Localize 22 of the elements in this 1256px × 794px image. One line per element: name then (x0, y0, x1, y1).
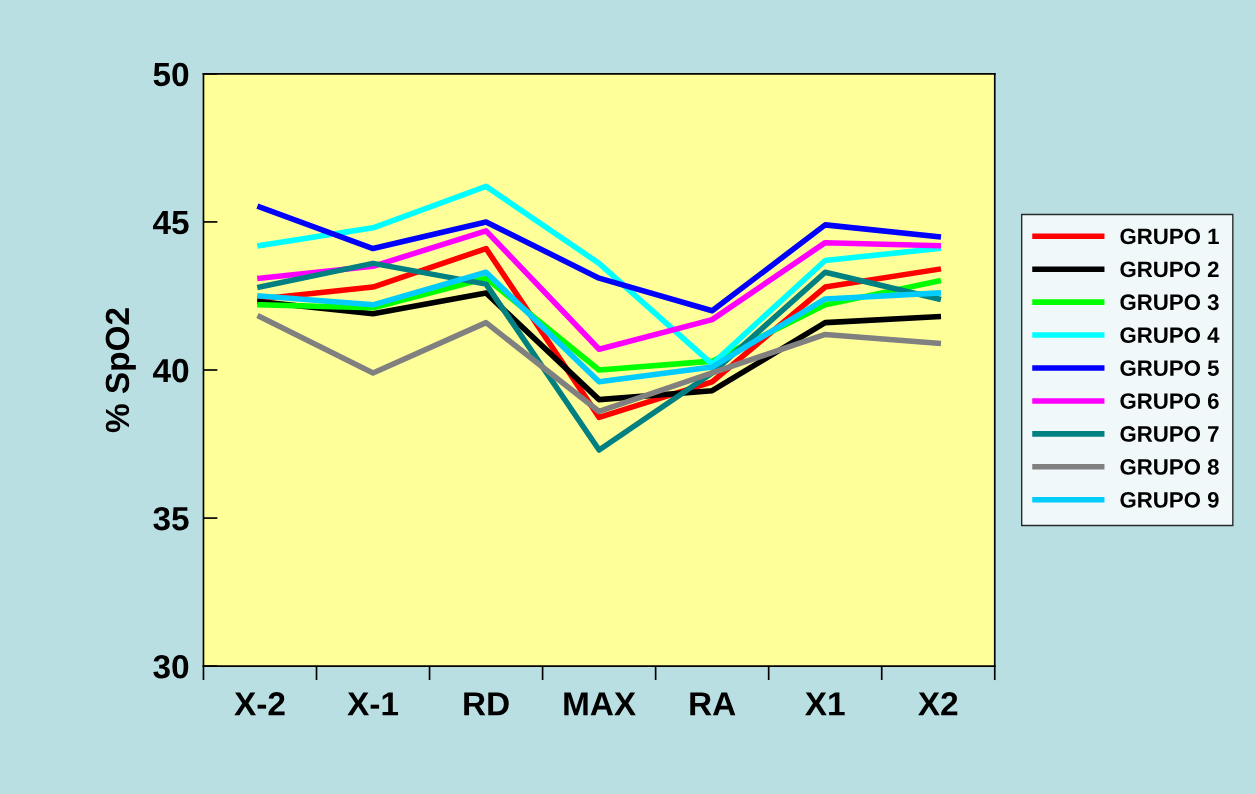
legend-label: GRUPO 3 (1120, 294, 1219, 311)
y-tick-label: 50 (153, 62, 189, 87)
legend-label: GRUPO 1 (1120, 228, 1219, 245)
y-tick-label: 30 (153, 654, 189, 679)
x-tick-label: X-1 (347, 692, 399, 716)
legend-label: GRUPO 5 (1120, 360, 1219, 376)
x-tick-label: RD (464, 692, 509, 716)
legend-label: GRUPO 2 (1120, 261, 1219, 278)
legend-label: GRUPO 6 (1120, 393, 1219, 409)
y-axis-title: % SpO2 (105, 308, 136, 433)
legend-label: GRUPO 9 (1120, 491, 1219, 508)
x-tick-label: MAX (564, 692, 636, 716)
legend-label: GRUPO 7 (1120, 426, 1219, 442)
legend-label: GRUPO 8 (1120, 459, 1219, 475)
y-tick-label: 35 (153, 506, 189, 531)
y-tick-label: 45 (153, 211, 189, 235)
legend-label: GRUPO 4 (1120, 327, 1220, 344)
x-tick-label: X-2 (234, 692, 285, 716)
y-tick-label: 40 (153, 358, 189, 383)
x-tick-label: X2 (918, 692, 958, 716)
x-tick-label: X1 (805, 692, 845, 716)
x-tick-label: RA (690, 692, 736, 716)
